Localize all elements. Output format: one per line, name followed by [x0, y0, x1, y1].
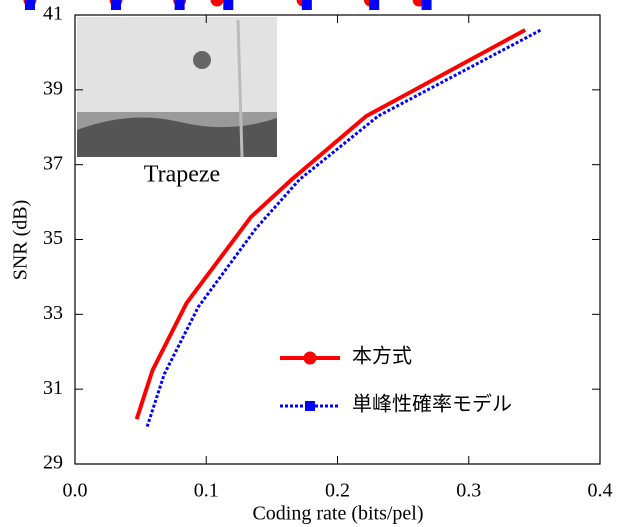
- photo-hills: [77, 117, 277, 157]
- y-tick-label: 41: [43, 3, 63, 25]
- inset-caption: Trapeze: [144, 162, 220, 188]
- y-tick-label: 35: [43, 227, 63, 249]
- photo-pole: [236, 19, 244, 158]
- photo-figure: [193, 51, 211, 69]
- y-tick-label: 33: [43, 302, 63, 324]
- marker: [174, 0, 185, 10]
- y-tick-label: 29: [43, 452, 63, 474]
- marker: [24, 0, 35, 10]
- x-tick-label: 0.1: [194, 480, 219, 502]
- x-tick-label: 0.3: [456, 480, 481, 502]
- marker: [210, 0, 224, 7]
- marker: [223, 0, 234, 10]
- series-line: [134, 28, 527, 420]
- x-tick-label: 0.0: [63, 480, 88, 502]
- y-tick-label: 37: [43, 152, 63, 174]
- x-tick-label: 0.4: [588, 480, 613, 502]
- marker: [111, 0, 122, 10]
- y-tick-label: 31: [43, 377, 63, 399]
- legend-label: 本方式: [352, 345, 412, 368]
- legend-marker: [303, 351, 317, 365]
- series-line: [145, 28, 542, 428]
- legend-label: 単峰性確率モデル: [352, 393, 512, 416]
- inset-photo: [77, 17, 277, 158]
- marker: [369, 0, 380, 10]
- marker: [301, 0, 312, 10]
- y-axis-label: SNR (dB): [10, 200, 32, 281]
- legend-marker: [305, 401, 315, 411]
- y-tick-label: 39: [43, 77, 63, 99]
- photo-sky: [77, 17, 277, 112]
- x-tick-label: 0.2: [325, 480, 350, 502]
- marker: [421, 0, 432, 10]
- x-axis-label: Coding rate (bits/pel): [252, 503, 423, 525]
